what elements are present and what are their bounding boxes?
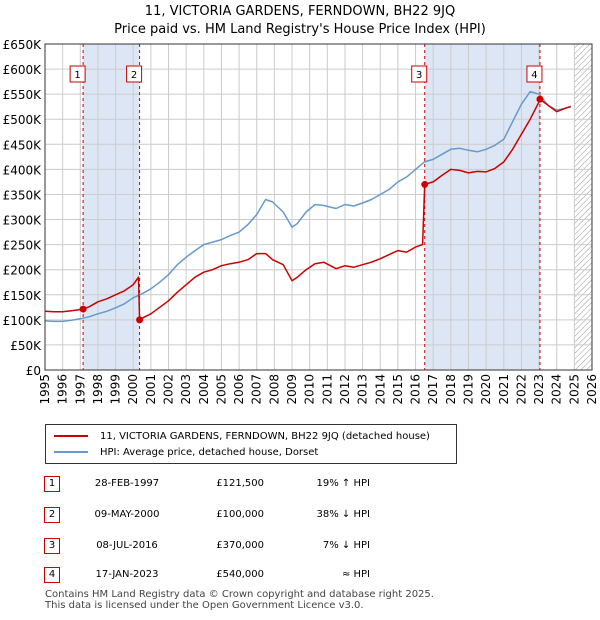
legend-item-hpi: HPI: Average price, detached house, Dors… bbox=[54, 445, 318, 459]
y-tick-label: £0 bbox=[26, 364, 41, 378]
x-tick-label: 2011 bbox=[320, 374, 334, 405]
footer: Contains HM Land Registry data © Crown c… bbox=[45, 589, 565, 611]
x-tick-label: 2012 bbox=[338, 374, 352, 405]
x-tick-label: 2010 bbox=[303, 374, 317, 405]
table-row: 3 08-JUL-2016 £370,000 7% ↓ HPI bbox=[40, 538, 560, 554]
plot-frame bbox=[44, 43, 593, 371]
transaction-price: £121,500 bbox=[216, 478, 264, 489]
y-tick-label: £400K bbox=[3, 163, 43, 177]
y-tick-label: £650K bbox=[3, 38, 43, 52]
x-tick-label: 1999 bbox=[109, 374, 123, 405]
y-tick-label: £350K bbox=[3, 188, 43, 202]
sale-point bbox=[79, 305, 87, 313]
x-tick-label: 2022 bbox=[514, 374, 528, 405]
sale-point bbox=[136, 316, 144, 324]
x-tick-label: 2002 bbox=[162, 374, 176, 405]
price-chart: 1 2 3 4 £0 £50K £100K £150K £200K £250K £300K £350… bbox=[3, 38, 599, 405]
transaction-hpi-diff: 38% ↓ HPI bbox=[316, 509, 370, 520]
x-tick-label: 2004 bbox=[197, 374, 211, 405]
y-tick-label: £50K bbox=[10, 339, 42, 353]
x-tick-label: 2018 bbox=[444, 374, 458, 405]
ownership-shade bbox=[83, 44, 140, 370]
sale-marker-label: 4 bbox=[531, 70, 537, 81]
x-tick-label: 2000 bbox=[126, 374, 140, 405]
x-tick-label: 1998 bbox=[91, 374, 105, 405]
x-tick-label: 2014 bbox=[373, 374, 387, 405]
sale-marker-label: 3 bbox=[416, 70, 422, 81]
sale-marker-label: 2 bbox=[131, 70, 137, 81]
legend-hpi-label: HPI: Average price, detached house, Dors… bbox=[100, 446, 319, 458]
transaction-date: 08-JUL-2016 bbox=[96, 540, 158, 551]
legend-price-label: 11, VICTORIA GARDENS, FERNDOWN, BH22 9JQ… bbox=[100, 430, 430, 442]
sale-point bbox=[421, 180, 429, 188]
x-tick-label: 2015 bbox=[391, 374, 405, 405]
x-tick-label: 2007 bbox=[250, 374, 264, 405]
legend: 11, VICTORIA GARDENS, FERNDOWN, BH22 9JQ… bbox=[45, 424, 457, 464]
transaction-hpi-diff: ≈ HPI bbox=[341, 569, 370, 580]
transaction-date: 28-FEB-1997 bbox=[94, 478, 160, 489]
y-tick-label: £250K bbox=[3, 239, 43, 253]
sale-marker-box bbox=[126, 65, 143, 83]
transaction-date: 17-JAN-2023 bbox=[95, 569, 159, 580]
legend-item-price: 11, VICTORIA GARDENS, FERNDOWN, BH22 9JQ… bbox=[54, 429, 430, 443]
ownership-shade bbox=[424, 44, 540, 370]
legend-hpi-swatch bbox=[54, 451, 88, 453]
x-tick-label: 2016 bbox=[409, 374, 423, 405]
x-tick-label: 2024 bbox=[550, 374, 564, 405]
x-tick-label: 2019 bbox=[461, 374, 475, 405]
sale-marker-box bbox=[526, 65, 543, 83]
x-tick-label: 2003 bbox=[179, 374, 193, 405]
x-tick-label: 1996 bbox=[56, 374, 70, 405]
transaction-number: 4 bbox=[44, 567, 60, 583]
transaction-price: £540,000 bbox=[216, 569, 264, 580]
transaction-hpi-diff: 19% ↑ HPI bbox=[316, 478, 370, 489]
y-tick-label: £300K bbox=[3, 214, 43, 228]
x-tick-label: 2026 bbox=[585, 374, 599, 405]
x-tick-label: 2017 bbox=[426, 374, 440, 405]
transaction-number: 2 bbox=[44, 507, 60, 523]
transaction-number: 3 bbox=[44, 538, 60, 554]
chart-title: 11, VICTORIA GARDENS, FERNDOWN, BH22 9JQ bbox=[144, 4, 456, 19]
footer-copyright: Contains HM Land Registry data © Crown c… bbox=[45, 589, 434, 600]
table-row: 4 17-JAN-2023 £540,000 ≈ HPI bbox=[40, 567, 560, 583]
x-tick-label: 2008 bbox=[267, 374, 281, 405]
transaction-price: £100,000 bbox=[216, 509, 264, 520]
x-tick-label: 2020 bbox=[479, 374, 493, 405]
transaction-price: £370,000 bbox=[216, 540, 264, 551]
transaction-number: 1 bbox=[44, 476, 60, 492]
y-tick-label: £600K bbox=[3, 63, 43, 77]
transaction-date: 09-MAY-2000 bbox=[94, 509, 160, 520]
x-tick-label: 1995 bbox=[38, 374, 52, 405]
table-row: 2 09-MAY-2000 £100,000 38% ↓ HPI bbox=[40, 507, 560, 523]
x-tick-label: 2023 bbox=[532, 374, 546, 405]
transaction-hpi-diff: 7% ↓ HPI bbox=[322, 540, 370, 551]
chart-subtitle: Price paid vs. HM Land Registry's House … bbox=[114, 22, 486, 37]
y-tick-label: £150K bbox=[3, 289, 43, 303]
sale-marker-label: 1 bbox=[74, 70, 80, 81]
y-tick-label: £100K bbox=[3, 314, 43, 328]
x-tick-label: 2013 bbox=[356, 374, 370, 405]
y-tick-label: £200K bbox=[3, 264, 43, 278]
x-tick-label: 2009 bbox=[285, 374, 299, 405]
x-tick-label: 2021 bbox=[497, 374, 511, 405]
y-tick-label: £500K bbox=[3, 113, 43, 127]
y-tick-label: £550K bbox=[3, 88, 43, 102]
table-row: 1 28-FEB-1997 £121,500 19% ↑ HPI bbox=[40, 476, 560, 492]
forecast-hatch bbox=[574, 44, 592, 370]
sale-marker-box bbox=[69, 65, 86, 83]
y-tick-label: £450K bbox=[3, 138, 43, 152]
x-tick-label: 2006 bbox=[232, 374, 246, 405]
hpi-line bbox=[45, 90, 572, 323]
price-paid-line bbox=[45, 98, 572, 321]
x-tick-label: 2005 bbox=[214, 374, 228, 405]
sale-marker-box bbox=[411, 65, 428, 83]
legend-price-swatch bbox=[54, 435, 88, 437]
sale-point bbox=[536, 95, 544, 103]
x-tick-label: 2025 bbox=[567, 374, 581, 405]
x-tick-label: 2001 bbox=[144, 374, 158, 405]
x-tick-label: 1997 bbox=[73, 374, 87, 405]
footer-licence: This data is licensed under the Open Gov… bbox=[45, 600, 364, 611]
